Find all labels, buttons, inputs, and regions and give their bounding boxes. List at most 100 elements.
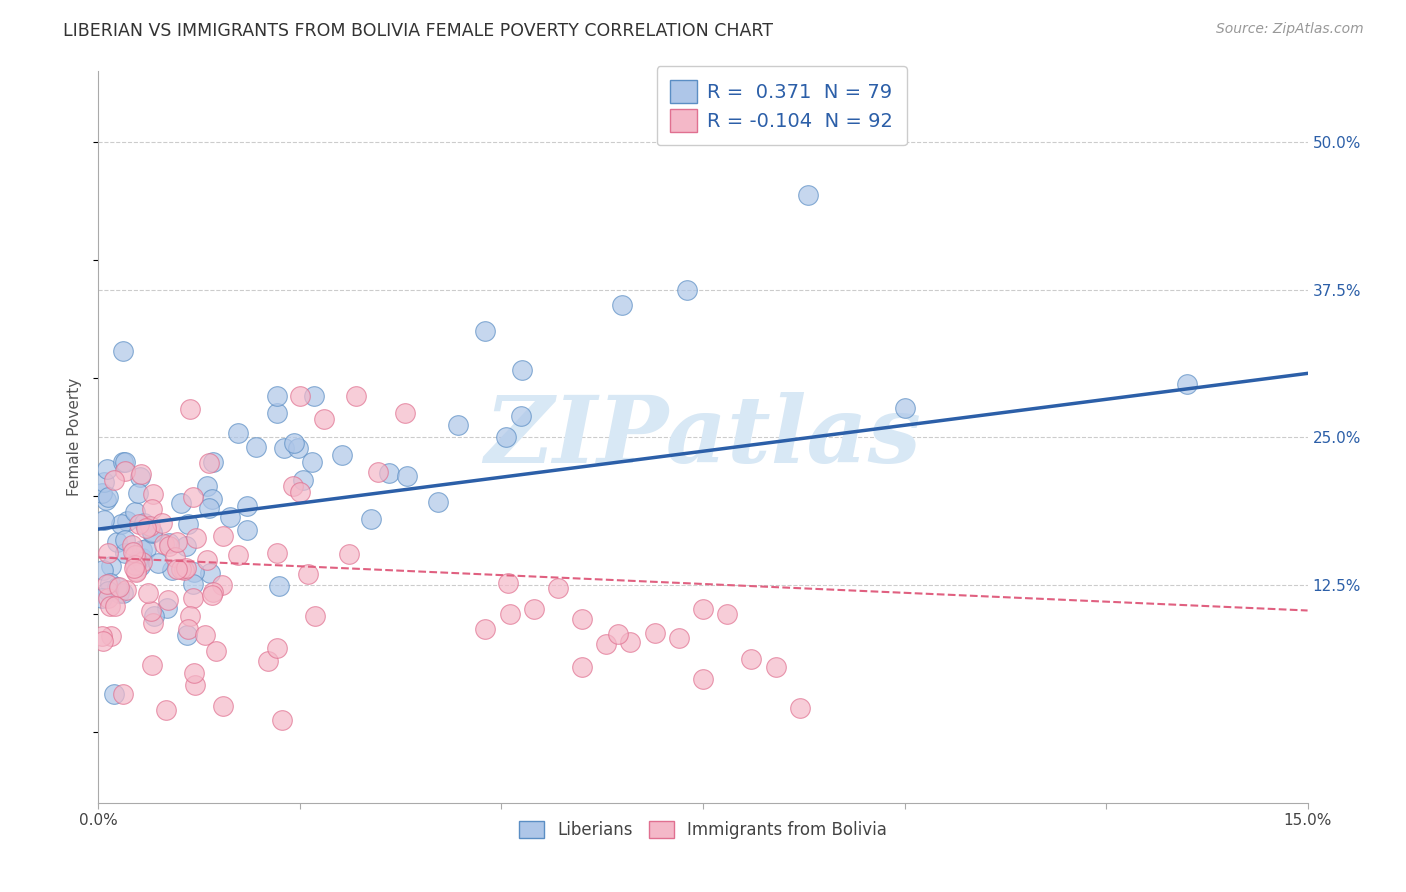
Point bbox=[114, 455, 136, 469]
Point bbox=[115, 582, 138, 597]
Point bbox=[174, 561, 197, 575]
Point bbox=[789, 701, 811, 715]
Point bbox=[156, 600, 179, 615]
Point bbox=[170, 496, 193, 510]
Point bbox=[112, 687, 135, 701]
Point bbox=[114, 533, 136, 548]
Point bbox=[103, 687, 125, 701]
Point bbox=[893, 401, 915, 415]
Point bbox=[100, 629, 122, 643]
Point bbox=[150, 516, 173, 530]
Point bbox=[183, 565, 205, 579]
Point bbox=[523, 602, 546, 616]
Point bbox=[266, 389, 288, 403]
Point bbox=[125, 564, 148, 578]
Point bbox=[110, 517, 132, 532]
Point bbox=[297, 567, 319, 582]
Point bbox=[266, 546, 288, 560]
Point bbox=[394, 407, 416, 421]
Point bbox=[692, 672, 714, 686]
Point bbox=[91, 563, 114, 577]
Point bbox=[124, 565, 146, 579]
Point bbox=[112, 455, 135, 469]
Point bbox=[270, 713, 292, 727]
Point bbox=[181, 577, 204, 591]
Point bbox=[97, 584, 120, 599]
Point bbox=[108, 580, 131, 594]
Point bbox=[474, 324, 496, 338]
Point bbox=[181, 490, 204, 504]
Point bbox=[267, 580, 290, 594]
Point bbox=[146, 556, 169, 570]
Point bbox=[125, 554, 148, 568]
Point bbox=[141, 658, 163, 673]
Point bbox=[287, 441, 309, 455]
Point bbox=[97, 490, 120, 504]
Point bbox=[96, 462, 118, 476]
Point bbox=[174, 539, 197, 553]
Point bbox=[184, 531, 207, 545]
Text: ZIPatlas: ZIPatlas bbox=[485, 392, 921, 482]
Point bbox=[111, 343, 134, 358]
Point bbox=[139, 604, 162, 618]
Point bbox=[122, 560, 145, 574]
Point bbox=[98, 599, 121, 614]
Point bbox=[142, 486, 165, 500]
Point bbox=[97, 546, 120, 560]
Point bbox=[301, 455, 323, 469]
Point bbox=[288, 389, 311, 403]
Point bbox=[474, 622, 496, 636]
Point bbox=[136, 585, 159, 599]
Point bbox=[91, 591, 114, 605]
Point bbox=[155, 702, 177, 716]
Point bbox=[91, 485, 114, 500]
Point bbox=[211, 578, 233, 592]
Point bbox=[571, 660, 593, 674]
Point bbox=[128, 516, 150, 531]
Point bbox=[139, 518, 162, 533]
Point bbox=[205, 644, 228, 658]
Point bbox=[273, 441, 295, 455]
Point bbox=[176, 628, 198, 642]
Point bbox=[337, 547, 360, 561]
Point bbox=[179, 401, 201, 416]
Point bbox=[141, 501, 163, 516]
Point bbox=[509, 409, 531, 424]
Point bbox=[330, 448, 353, 462]
Point bbox=[121, 538, 143, 552]
Point bbox=[135, 541, 157, 556]
Point bbox=[157, 539, 180, 553]
Point bbox=[111, 586, 134, 600]
Point bbox=[131, 542, 153, 557]
Point bbox=[612, 298, 634, 312]
Point bbox=[97, 591, 120, 605]
Point bbox=[676, 283, 699, 297]
Point bbox=[105, 535, 128, 549]
Point bbox=[98, 575, 121, 590]
Point bbox=[91, 629, 114, 643]
Point bbox=[198, 456, 221, 470]
Point bbox=[367, 466, 389, 480]
Point bbox=[360, 512, 382, 526]
Point bbox=[177, 516, 200, 531]
Point bbox=[194, 628, 217, 642]
Point bbox=[124, 548, 146, 562]
Point bbox=[124, 505, 146, 519]
Point bbox=[131, 550, 153, 565]
Point bbox=[266, 406, 288, 420]
Point bbox=[160, 563, 183, 577]
Point bbox=[740, 652, 762, 666]
Legend: Liberians, Immigrants from Bolivia: Liberians, Immigrants from Bolivia bbox=[512, 814, 894, 846]
Point bbox=[141, 525, 163, 540]
Point bbox=[129, 470, 152, 484]
Point bbox=[96, 576, 118, 591]
Point bbox=[256, 654, 278, 668]
Point bbox=[498, 576, 520, 591]
Point bbox=[668, 631, 690, 645]
Point bbox=[619, 635, 641, 649]
Point bbox=[765, 660, 787, 674]
Point bbox=[202, 584, 225, 599]
Point bbox=[236, 523, 259, 537]
Point bbox=[156, 593, 179, 607]
Point bbox=[183, 665, 205, 680]
